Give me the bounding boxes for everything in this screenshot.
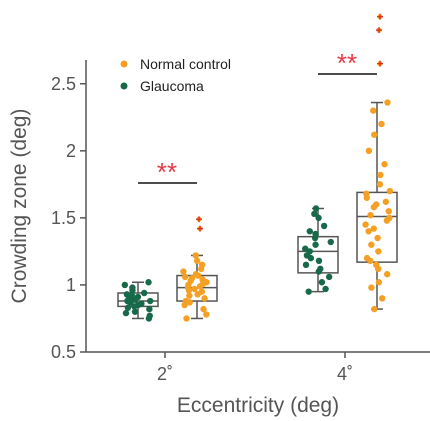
point-glaucoma-0-3 xyxy=(131,308,139,315)
point-glaucoma-1-17 xyxy=(320,222,328,230)
point-normal-control-0-6 xyxy=(201,295,208,302)
point-normal-control-0-11 xyxy=(191,285,198,293)
point-glaucoma-0-17 xyxy=(141,289,148,297)
point-normal-control-1-12 xyxy=(365,228,372,235)
point-normal-control-0-7 xyxy=(186,292,193,299)
point-glaucoma-0-4 xyxy=(146,305,153,313)
legend: Normal control Glaucoma xyxy=(120,56,231,94)
point-normal-control-0-20 xyxy=(181,273,189,281)
legend-marker-normal-control xyxy=(120,60,128,68)
significance-label-0: ** xyxy=(157,157,177,187)
point-normal-control-1-0 xyxy=(371,305,378,313)
y-axis-title: Crowding zone (deg) xyxy=(8,109,31,304)
point-normal-control-0-1 xyxy=(203,311,210,318)
point-normal-control-1-6 xyxy=(373,261,380,269)
point-normal-control-1-25 xyxy=(376,181,384,188)
point-glaucoma-1-3 xyxy=(325,273,333,281)
point-normal-control-1-26 xyxy=(377,171,384,179)
point-normal-control-0-23 xyxy=(180,268,187,275)
point-normal-control-1-30 xyxy=(378,120,385,128)
point-normal-control-0-5 xyxy=(182,297,190,305)
point-glaucoma-1-18 xyxy=(315,214,322,222)
point-normal-control-1-23 xyxy=(363,190,370,197)
point-glaucoma-0-21 xyxy=(145,279,152,286)
point-normal-control-0-9 xyxy=(198,288,206,295)
point-normal-control-1-17 xyxy=(367,212,374,219)
point-glaucoma-0-2 xyxy=(122,309,130,317)
point-normal-control-1-24 xyxy=(386,187,394,195)
point-glaucoma-1-13 xyxy=(327,238,334,246)
point-glaucoma-0-11 xyxy=(146,297,154,305)
point-glaucoma-0-19 xyxy=(129,284,136,291)
point-glaucoma-0-5 xyxy=(124,304,132,311)
point-normal-control-0-25 xyxy=(198,261,206,269)
point-normal-control-1-8 xyxy=(363,254,371,262)
point-normal-control-1-29 xyxy=(371,131,378,138)
point-normal-control-1-4 xyxy=(383,271,391,278)
point-glaucoma-1-7 xyxy=(315,257,323,264)
point-normal-control-1-28 xyxy=(365,147,373,155)
point-normal-control-0-22 xyxy=(192,271,200,278)
x-tick-label-0: 2˚ xyxy=(157,364,173,384)
point-glaucoma-1-1 xyxy=(322,285,329,293)
point-normal-control-1-32 xyxy=(384,99,391,106)
x-tick-label-1: 4˚ xyxy=(337,364,353,384)
point-normal-control-0-18 xyxy=(199,276,206,283)
point-glaucoma-1-19 xyxy=(311,210,318,218)
point-normal-control-1-11 xyxy=(374,234,381,242)
point-glaucoma-1-5 xyxy=(317,265,324,273)
point-normal-control-1-14 xyxy=(362,221,369,228)
x-axis-title: Eccentricity (deg) xyxy=(177,394,339,417)
point-glaucoma-1-2 xyxy=(318,279,326,286)
point-normal-control-1-9 xyxy=(375,248,382,255)
point-glaucoma-1-20 xyxy=(312,205,320,212)
legend-label-normal-control: Normal control xyxy=(140,56,231,72)
point-glaucoma-1-12 xyxy=(312,241,319,248)
point-normal-control-1-3 xyxy=(375,279,383,286)
point-normal-control-1-16 xyxy=(386,214,393,222)
point-normal-control-1-31 xyxy=(370,107,377,114)
point-normal-control-1-20 xyxy=(373,201,380,208)
point-glaucoma-0-1 xyxy=(146,312,153,319)
significance-label-1: ** xyxy=(337,48,357,78)
point-normal-control-1-1 xyxy=(378,295,386,302)
point-normal-control-1-27 xyxy=(381,161,388,168)
point-glaucoma-0-20 xyxy=(121,281,129,289)
point-glaucoma-1-11 xyxy=(302,245,309,252)
legend-marker-glaucoma xyxy=(120,82,128,90)
point-glaucoma-1-16 xyxy=(306,228,313,235)
y-tick-label-0: 0.5 xyxy=(51,342,76,362)
legend-label-glaucoma: Glaucoma xyxy=(140,78,204,94)
point-glaucoma-1-0 xyxy=(305,288,312,295)
y-tick-label-2: 1.5 xyxy=(51,208,76,228)
y-tick-label-1: 1 xyxy=(66,275,76,295)
point-glaucoma-0-14 xyxy=(134,293,142,301)
point-glaucoma-0-8 xyxy=(138,300,145,307)
point-normal-control-1-2 xyxy=(368,284,375,291)
y-tick-label-4: 2.5 xyxy=(51,74,76,94)
point-normal-control-0-2 xyxy=(200,305,207,313)
point-normal-control-0-19 xyxy=(188,275,196,282)
point-normal-control-0-0 xyxy=(183,315,190,322)
point-normal-control-1-21 xyxy=(382,198,390,205)
point-normal-control-1-18 xyxy=(385,207,392,215)
point-glaucoma-1-15 xyxy=(312,230,319,238)
point-glaucoma-0-15 xyxy=(128,292,136,299)
point-glaucoma-0-16 xyxy=(123,291,131,298)
point-normal-control-1-10 xyxy=(368,241,375,248)
point-normal-control-1-13 xyxy=(370,225,377,232)
point-glaucoma-1-6 xyxy=(302,261,310,269)
point-normal-control-0-26 xyxy=(193,257,201,264)
y-tick-label-3: 2 xyxy=(66,141,76,161)
point-normal-control-0-27 xyxy=(192,252,199,259)
